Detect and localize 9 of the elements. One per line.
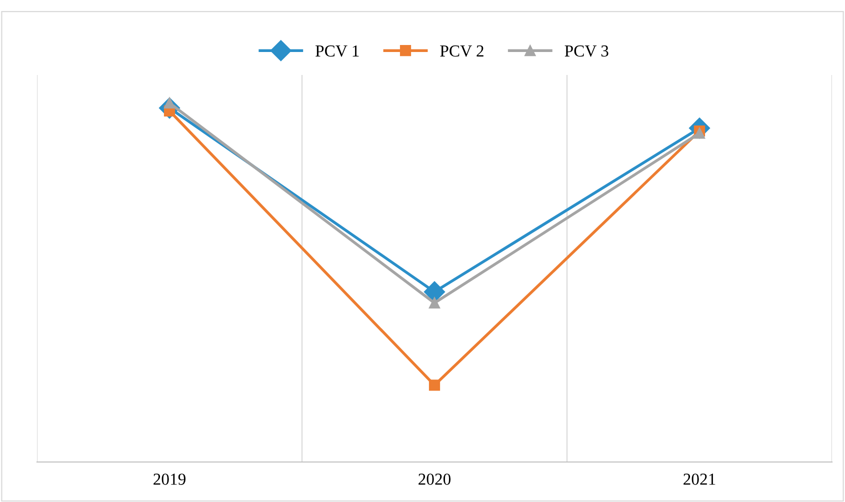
legend-label: PCV 3	[564, 45, 608, 57]
point	[428, 297, 440, 309]
point	[428, 380, 440, 391]
x-tick-label: 2021	[684, 474, 716, 485]
legend-label: PCV 2	[440, 45, 484, 57]
legend-label: PCV 1	[316, 45, 359, 57]
x-tick-label: 2020	[418, 474, 451, 485]
point	[424, 281, 446, 302]
x-tick-label: 2019	[154, 474, 186, 485]
